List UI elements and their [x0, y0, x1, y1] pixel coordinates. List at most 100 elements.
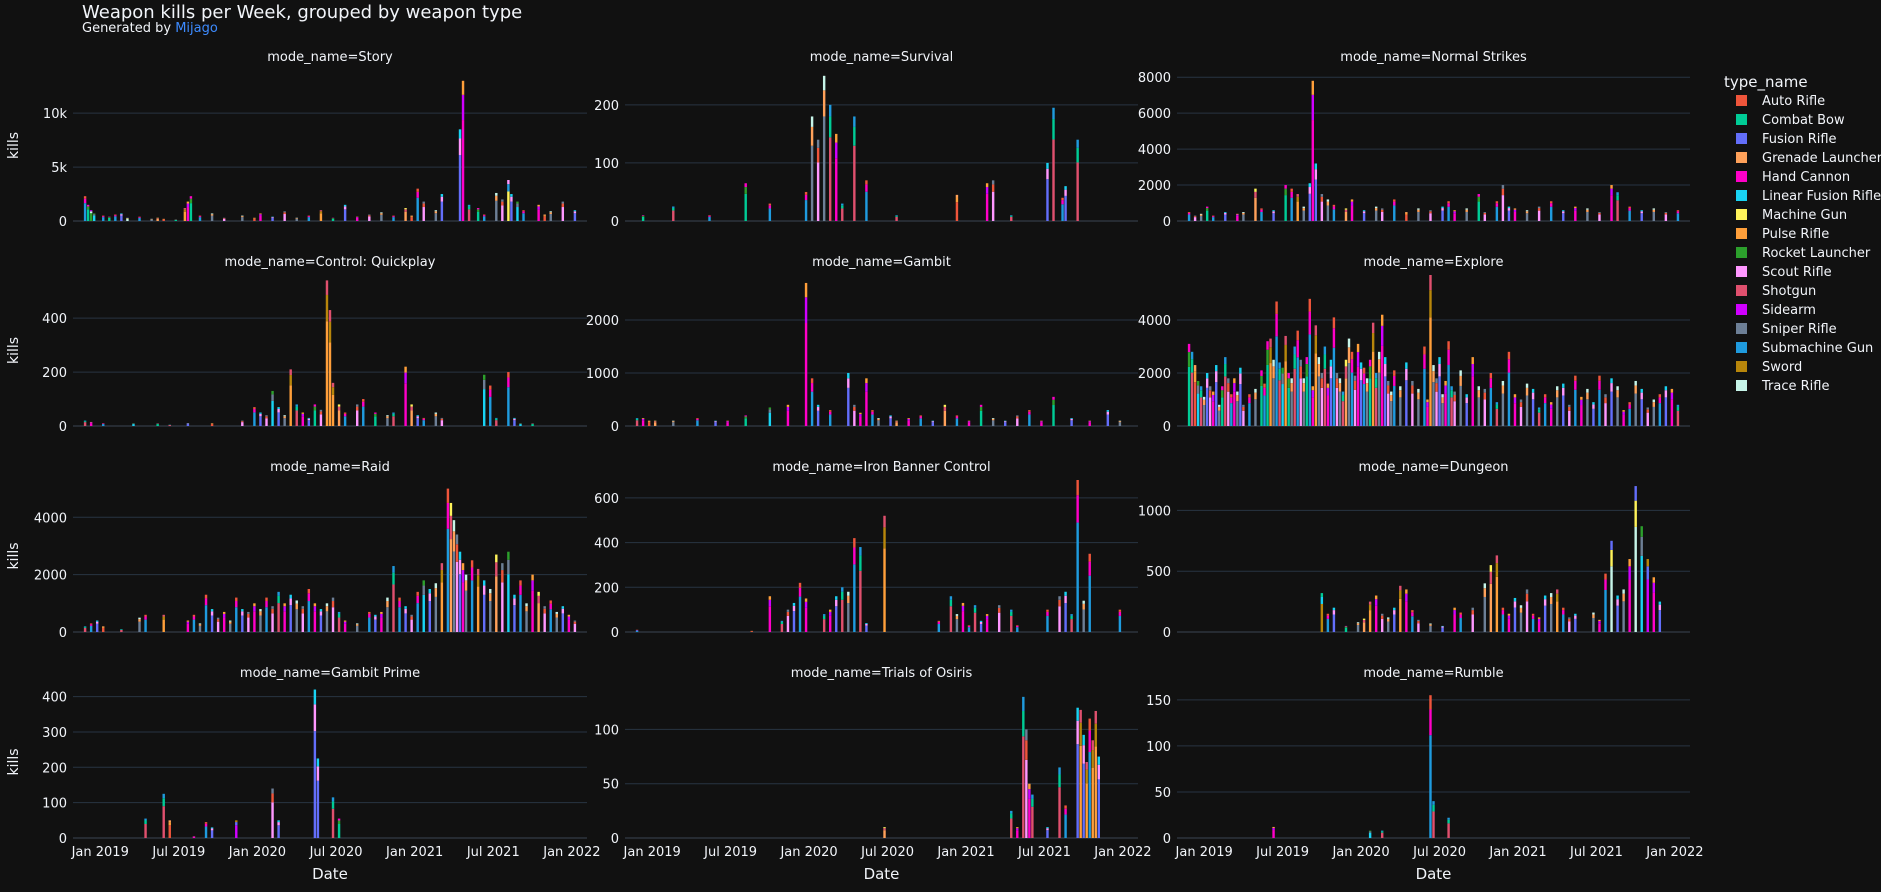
bar-segment — [319, 615, 323, 632]
bar-segment — [307, 588, 311, 594]
bar-segment — [331, 808, 335, 838]
bar-segment — [168, 425, 171, 426]
bar-segment — [1447, 206, 1450, 221]
bar-segment — [955, 619, 959, 632]
bar-segment — [1405, 601, 1408, 632]
bar-segment — [1305, 376, 1308, 426]
legend-swatch[interactable] — [1736, 152, 1747, 163]
legend-label[interactable]: Submachine Gun — [1762, 341, 1873, 356]
bar-segment — [198, 625, 202, 632]
bar-segment — [1507, 615, 1511, 619]
legend-swatch[interactable] — [1736, 323, 1747, 334]
bar-segment — [1489, 583, 1493, 632]
legend-label[interactable]: Linear Fusion Rifle — [1762, 189, 1881, 204]
legend-swatch[interactable] — [1736, 285, 1747, 296]
bar-segment — [374, 614, 377, 617]
bar-segment — [1646, 559, 1649, 567]
bar-segment — [120, 214, 123, 216]
x-tick-label: Jan 2019 — [71, 845, 129, 860]
bar-segment — [1347, 338, 1351, 348]
legend-label[interactable]: Scout Rifle — [1762, 265, 1832, 280]
bar-segment — [1266, 349, 1269, 365]
bar-segment — [356, 217, 359, 221]
bar-segment — [919, 418, 922, 426]
bar-segment — [1010, 215, 1013, 216]
bar-segment — [1353, 389, 1357, 426]
bar-segment — [1046, 827, 1049, 829]
bar-segment — [235, 601, 238, 608]
bar-segment — [1459, 370, 1462, 376]
legend-label[interactable]: Sidearm — [1762, 303, 1816, 318]
legend-label[interactable]: Machine Gun — [1762, 208, 1847, 223]
x-tick-label: Jul 2021 — [1017, 845, 1071, 860]
legend-title: type_name — [1724, 73, 1808, 92]
legend-label[interactable]: Hand Cannon — [1762, 170, 1850, 185]
legend-label[interactable]: Combat Bow — [1762, 113, 1845, 128]
bar-segment — [1592, 402, 1595, 405]
legend-label[interactable]: Auto Rifle — [1762, 94, 1825, 109]
bar-segment — [519, 585, 522, 595]
legend-swatch[interactable] — [1736, 133, 1747, 144]
bar-segment — [525, 606, 528, 612]
bar-segment — [92, 214, 96, 216]
bar-segment — [1272, 378, 1275, 426]
bar-segment — [1549, 203, 1553, 207]
bar-segment — [672, 422, 675, 426]
legend-swatch[interactable] — [1736, 361, 1747, 372]
legend-label[interactable]: Rocket Launcher — [1762, 246, 1871, 261]
bar-segment — [1483, 596, 1487, 632]
legend-swatch[interactable] — [1736, 380, 1747, 391]
legend-swatch[interactable] — [1736, 190, 1747, 201]
bar-segment — [1453, 614, 1456, 632]
bar-segment — [271, 217, 274, 218]
bar-segment — [810, 126, 814, 146]
bar-segment — [1091, 750, 1094, 768]
bar-segment — [1196, 393, 1200, 426]
legend-label[interactable]: Trace Rifle — [1761, 379, 1829, 394]
legend-label[interactable]: Pulse Rifle — [1762, 227, 1829, 242]
bar-segment — [168, 825, 171, 838]
bar-segment — [434, 412, 438, 414]
bar-segment — [168, 822, 171, 826]
legend-label[interactable]: Grenade Launcher — [1762, 151, 1881, 166]
legend-swatch[interactable] — [1736, 209, 1747, 220]
bar-segment — [380, 212, 383, 214]
legend-swatch[interactable] — [1736, 304, 1747, 315]
bar-segment — [253, 603, 256, 607]
bar-segment — [907, 420, 910, 426]
legend-swatch[interactable] — [1736, 342, 1747, 353]
legend-label[interactable]: Sniper Rifle — [1762, 322, 1837, 337]
bar-segment — [1118, 609, 1122, 612]
bar-segment — [1022, 736, 1025, 838]
bar-segment — [1417, 392, 1420, 400]
bar-segment — [1058, 596, 1061, 600]
bar-segment — [301, 412, 304, 414]
legend-swatch[interactable] — [1736, 171, 1747, 182]
author-link[interactable]: Mijago — [175, 21, 218, 36]
y-tick-label: 0 — [1163, 215, 1171, 230]
bar-segment — [204, 826, 208, 838]
legend-label[interactable]: Fusion Rifle — [1762, 132, 1837, 147]
bar-segment — [1610, 378, 1613, 384]
legend-label[interactable]: Shotgun — [1762, 284, 1816, 299]
bar-segment — [1010, 818, 1013, 838]
bar-segment — [422, 203, 425, 208]
legend-swatch[interactable] — [1736, 114, 1747, 125]
legend-label[interactable]: Sword — [1762, 360, 1802, 375]
bar-segment — [672, 420, 675, 422]
bar-segment — [672, 206, 675, 208]
bar-segment — [1016, 827, 1019, 829]
bar-segment — [495, 417, 498, 419]
bar-segment — [1429, 735, 1432, 838]
bar-segment — [331, 607, 335, 632]
bar-segment — [1314, 163, 1318, 170]
legend-swatch[interactable] — [1736, 266, 1747, 277]
legend-swatch[interactable] — [1736, 247, 1747, 258]
bar-segment — [404, 366, 407, 373]
bar-segment — [183, 209, 187, 212]
bar-segment — [83, 203, 87, 221]
bar-segment — [301, 613, 304, 632]
legend-swatch[interactable] — [1736, 228, 1747, 239]
legend-swatch[interactable] — [1736, 95, 1747, 106]
bar-segment — [1652, 406, 1655, 426]
